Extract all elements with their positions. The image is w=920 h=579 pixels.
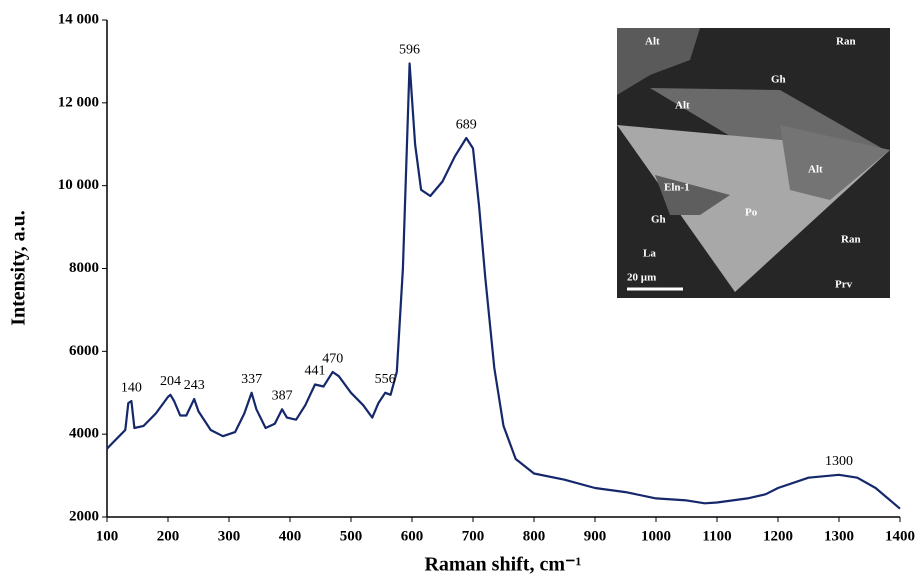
peak-label: 337 [241,372,262,387]
peak-label: 243 [184,378,205,393]
peak-label: 140 [121,380,142,395]
x-tick-label: 400 [279,528,302,544]
inset-label: Eln-1 [664,182,690,194]
inset-label: La [643,248,656,260]
peak-label: 470 [322,351,343,366]
inset-label: Gh [651,214,666,226]
peak-label: 387 [272,389,293,404]
x-tick-label: 1000 [641,528,671,544]
x-tick-label: 500 [340,528,363,544]
peak-label: 596 [399,43,420,58]
y-tick-label: 6000 [69,343,99,359]
x-tick-label: 200 [157,528,180,544]
inset-label: Po [745,207,758,219]
x-tick-label: 900 [584,528,607,544]
inset-label: Ran [836,36,856,48]
inset-label: Prv [835,279,853,291]
inset-label: Ran [841,234,861,246]
y-tick-label: 2000 [69,508,99,524]
x-tick-label: 1300 [824,528,854,544]
x-tick-label: 300 [218,528,241,544]
inset-label: Alt [675,100,690,112]
y-tick-label: 12 000 [58,94,99,110]
x-tick-label: 800 [523,528,546,544]
x-axis-label: Raman shift, cm⁻¹ [424,554,581,576]
peak-label: 204 [160,374,181,389]
x-tick-label: 700 [462,528,485,544]
x-tick-label: 1400 [885,528,915,544]
x-tick-label: 600 [401,528,424,544]
y-axis-label: Intensity, a.u. [8,210,30,326]
y-tick-label: 14 000 [58,11,99,27]
inset-label: 20 µm [627,272,656,284]
x-tick-label: 1200 [763,528,793,544]
inset-label: Gh [771,74,786,86]
x-tick-label: 100 [96,528,119,544]
y-tick-label: 10 000 [58,177,99,193]
y-tick-label: 8000 [69,260,99,276]
chart: Intensity, a.u. Raman shift, cm⁻¹ 2000 40… [0,0,920,579]
inset-label: Alt [645,36,660,48]
peak-label: 1300 [825,454,853,469]
y-tick-label: 4000 [69,426,99,442]
peak-label: 689 [456,117,477,132]
x-tick-label: 1100 [702,528,731,544]
peak-label: 556 [375,372,396,387]
inset-label: Alt [808,164,823,176]
inset-image: Alt Ran Gh Alt Alt Eln-1 Po Gh La Ran Pr… [617,28,890,298]
